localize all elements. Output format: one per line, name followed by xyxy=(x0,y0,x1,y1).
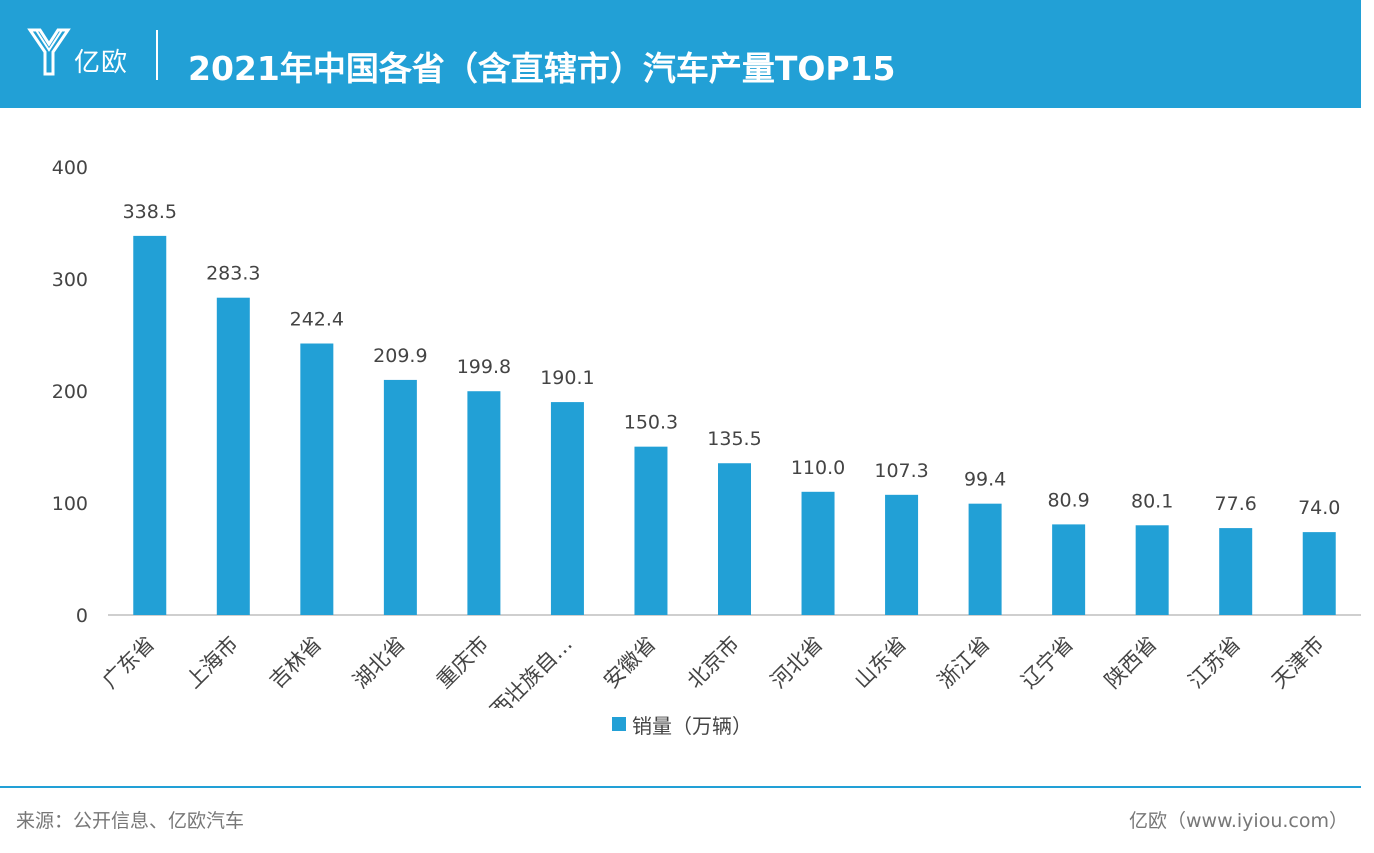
brand-logo-icon xyxy=(27,28,71,76)
header-divider xyxy=(156,30,158,80)
source-note: 来源：公开信息、亿欧汽车 xyxy=(16,810,245,832)
y-tick-label: 0 xyxy=(76,605,88,627)
bar-value-label: 107.3 xyxy=(874,460,928,482)
legend-label: 销量（万辆） xyxy=(632,714,752,738)
value-labels-group: 338.5 283.3 242.4 209.9 199.8 190.1 150.3 135.5… xyxy=(123,201,1341,519)
bar-value-label: 74.0 xyxy=(1298,497,1340,519)
bar-value-label: 80.1 xyxy=(1131,490,1173,512)
bar-value-label: 190.1 xyxy=(540,367,594,389)
x-category-label: 陕西省 xyxy=(1100,632,1162,694)
bar xyxy=(968,503,1002,615)
bar-value-label: 135.5 xyxy=(707,428,761,450)
bar xyxy=(718,463,751,615)
bar-value-label: 242.4 xyxy=(290,309,344,331)
site-credit: 亿欧（www.iyiou.com） xyxy=(1128,810,1348,832)
bar-value-label: 77.6 xyxy=(1215,493,1257,515)
bar-chart: 0 100 200 300 400 338.5 283.3 242.4 209.9 199.8 1… xyxy=(52,157,1361,708)
category-labels-group: 广东省 上海市 吉林省 湖北省 重庆市广西壮族自… 安徽省 北京市 河北省 山东省 浙江省 辽宁省陕… xyxy=(98,632,1329,708)
x-category-label: 山东省 xyxy=(850,632,912,694)
x-category-label: 重庆市 xyxy=(432,632,494,694)
bar-value-label: 209.9 xyxy=(373,345,427,367)
bar xyxy=(634,446,668,615)
x-category-label: 广东省 xyxy=(98,632,160,694)
brand-name: 亿欧 xyxy=(74,48,129,78)
bar xyxy=(801,491,835,615)
x-category-label: 吉林省 xyxy=(265,632,327,694)
y-tick-label: 300 xyxy=(52,269,88,291)
x-category-label: 江苏省 xyxy=(1184,632,1246,694)
y-tick-label: 200 xyxy=(52,381,88,403)
bar-value-label: 338.5 xyxy=(123,201,177,223)
x-category-label: 河北省 xyxy=(766,632,828,694)
x-category-label: 安徽省 xyxy=(599,632,661,694)
bar xyxy=(383,379,417,615)
bar xyxy=(300,343,334,615)
header-bar: 亿欧 2021年中国各省（含直辖市）汽车产量TOP15 xyxy=(0,0,1361,108)
bar xyxy=(1135,525,1169,615)
bar xyxy=(133,235,167,615)
bar xyxy=(1052,524,1086,615)
bar xyxy=(550,402,584,615)
bar-value-label: 283.3 xyxy=(206,263,260,285)
y-tick-label: 400 xyxy=(52,157,88,179)
y-tick-label: 100 xyxy=(52,493,88,515)
bar-value-label: 110.0 xyxy=(791,457,845,479)
bar xyxy=(1302,532,1336,615)
x-category-label: 北京市 xyxy=(683,632,745,694)
bar-value-label: 150.3 xyxy=(624,412,678,434)
bar xyxy=(467,391,501,615)
x-category-label: 浙江省 xyxy=(933,632,995,694)
bar xyxy=(885,494,919,615)
page-title: 2021年中国各省（含直辖市）汽车产量TOP15 xyxy=(188,49,896,88)
bar-value-label: 199.8 xyxy=(457,356,511,378)
bar-value-label: 99.4 xyxy=(964,469,1006,491)
footer-rule xyxy=(0,786,1361,788)
x-category-label: 上海市 xyxy=(181,632,243,694)
brand-logo: 亿欧 xyxy=(26,26,136,82)
bar xyxy=(1219,528,1253,615)
legend-swatch xyxy=(612,717,626,731)
bar-value-label: 80.9 xyxy=(1047,489,1089,511)
x-category-label: 天津市 xyxy=(1267,632,1329,694)
bars-group xyxy=(133,235,1336,615)
x-category-label: 湖北省 xyxy=(348,632,410,694)
bar xyxy=(216,297,250,615)
y-axis: 0 100 200 300 400 xyxy=(52,157,88,627)
x-category-label: 辽宁省 xyxy=(1017,632,1079,694)
